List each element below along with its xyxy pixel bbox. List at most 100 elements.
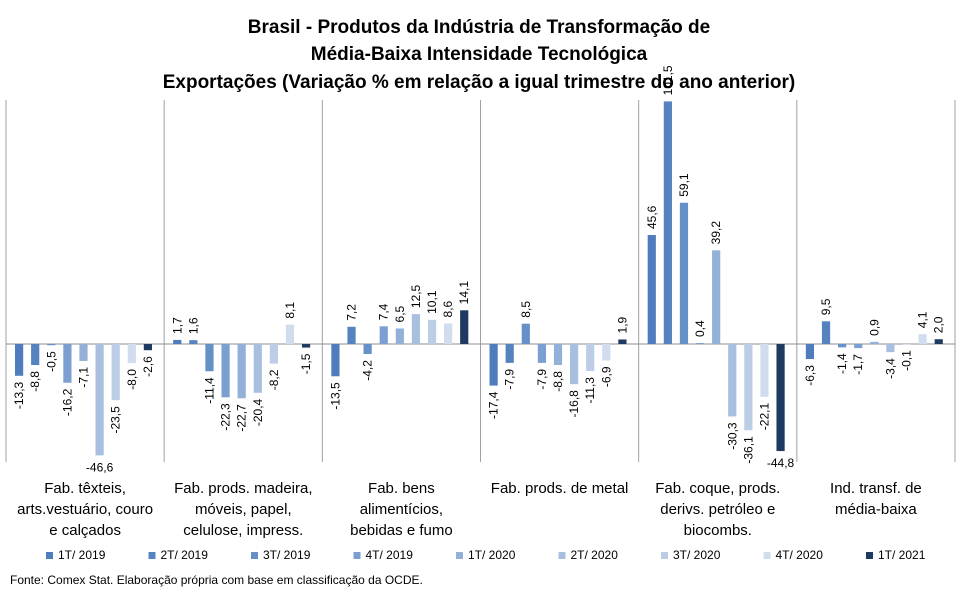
legend-swatch xyxy=(456,552,463,559)
data-label: 39,2 xyxy=(709,221,723,245)
data-label: -0,5 xyxy=(44,351,58,372)
data-label: 8,5 xyxy=(519,301,533,318)
data-label: -13,3 xyxy=(12,381,26,409)
data-label: 12,5 xyxy=(409,284,423,308)
bar xyxy=(237,344,246,399)
bar xyxy=(553,344,563,366)
bar xyxy=(728,344,737,417)
bar xyxy=(63,344,72,383)
data-label: -22,3 xyxy=(219,403,233,431)
legend-swatch xyxy=(148,552,156,559)
bar xyxy=(663,101,672,344)
bar xyxy=(586,344,595,372)
data-label: 2,0 xyxy=(932,316,946,333)
data-label: 59,1 xyxy=(677,173,691,197)
data-label: 1,6 xyxy=(186,317,200,334)
legend-label: 2T/ 2019 xyxy=(161,548,209,562)
category-label: média-baixa xyxy=(835,501,917,518)
data-label: 10,1 xyxy=(425,290,439,314)
plot-area: -13,3-8,8-0,5-16,2-7,1-46,6-23,5-8,0-2,6… xyxy=(5,65,956,539)
bar xyxy=(95,344,104,456)
category-label: Fab. têxteis, xyxy=(44,480,126,497)
bar xyxy=(253,344,262,393)
data-label: -7,9 xyxy=(503,369,517,390)
bar xyxy=(647,235,656,344)
chart-title-line-2: Média-Baixa Intensidade Tecnológica xyxy=(311,44,648,65)
bar xyxy=(838,344,847,348)
data-label: 1,9 xyxy=(615,316,629,333)
category-label: Fab. coque, prods. xyxy=(655,480,780,497)
data-label: -8,8 xyxy=(28,371,42,392)
data-label: -1,7 xyxy=(851,354,865,375)
data-label: -44,8 xyxy=(767,456,795,470)
bar xyxy=(111,344,120,401)
bar xyxy=(695,343,705,344)
data-label: -3,4 xyxy=(883,358,897,379)
bar xyxy=(301,344,311,348)
data-label: 4,1 xyxy=(916,311,930,328)
category-label: biocombs. xyxy=(684,522,752,539)
legend-swatch xyxy=(661,552,668,559)
bar xyxy=(173,339,182,344)
data-label: -1,4 xyxy=(835,353,849,374)
bar xyxy=(934,339,943,344)
data-label: -8,8 xyxy=(551,371,565,392)
bar xyxy=(537,344,546,363)
bar xyxy=(79,344,88,361)
data-label: 8,6 xyxy=(441,300,455,317)
bar xyxy=(489,344,498,386)
bar xyxy=(918,334,927,344)
bar xyxy=(744,344,753,431)
category-label: móveis, papel, xyxy=(195,501,292,518)
legend-label: 1T/ 2020 xyxy=(468,548,516,562)
legend-label: 3T/ 2020 xyxy=(673,548,721,562)
legend-swatch xyxy=(251,552,258,559)
data-label: -20,4 xyxy=(251,398,265,426)
data-label: -2,6 xyxy=(141,356,155,377)
data-label: -46,6 xyxy=(86,460,114,474)
bar xyxy=(15,344,24,376)
bar xyxy=(363,344,372,355)
category-label: alimentícios, xyxy=(360,501,443,518)
bar xyxy=(902,344,911,345)
data-label: -17,4 xyxy=(487,391,501,419)
category-label: Fab. prods. madeira, xyxy=(174,480,312,497)
category-label: celulose, impress. xyxy=(183,522,303,539)
data-label: -16,8 xyxy=(567,390,581,418)
category-label: Fab. bens xyxy=(368,480,435,497)
data-label: -8,0 xyxy=(125,369,139,390)
data-label: -6,3 xyxy=(803,365,817,386)
category-label: Ind. transf. de xyxy=(830,480,922,497)
category-label: Fab. prods. de metal xyxy=(491,480,629,497)
bar xyxy=(760,344,769,397)
bar xyxy=(285,324,295,344)
bar xyxy=(395,328,404,344)
data-label: -22,1 xyxy=(757,403,771,431)
data-label: 14,1 xyxy=(457,281,471,305)
data-label: 101,5 xyxy=(661,65,675,95)
bar xyxy=(821,321,831,345)
bar xyxy=(427,319,437,344)
category-label: e calçados xyxy=(49,522,121,539)
bar xyxy=(521,323,530,345)
data-label: -36,1 xyxy=(741,436,755,464)
data-label: -13,5 xyxy=(328,382,342,410)
data-label: -1,5 xyxy=(299,353,313,374)
bar xyxy=(47,344,56,346)
data-label: -11,3 xyxy=(583,377,597,404)
data-label: 0,4 xyxy=(693,320,707,337)
bar xyxy=(379,326,388,344)
data-label: 8,1 xyxy=(283,302,297,319)
bar xyxy=(411,314,421,345)
data-label: -30,3 xyxy=(725,422,739,450)
legend-swatch xyxy=(866,552,873,559)
bar xyxy=(221,344,230,398)
bar xyxy=(570,344,579,385)
category-label: arts.vestuário, couro xyxy=(17,501,153,518)
bar xyxy=(886,344,895,353)
source-note: Fonte: Comex Stat. Elaboração própria co… xyxy=(10,573,423,587)
data-label: -0,1 xyxy=(900,350,914,371)
bar xyxy=(776,344,785,452)
bar xyxy=(444,323,453,344)
category-label: derivs. petróleo e xyxy=(660,501,775,518)
